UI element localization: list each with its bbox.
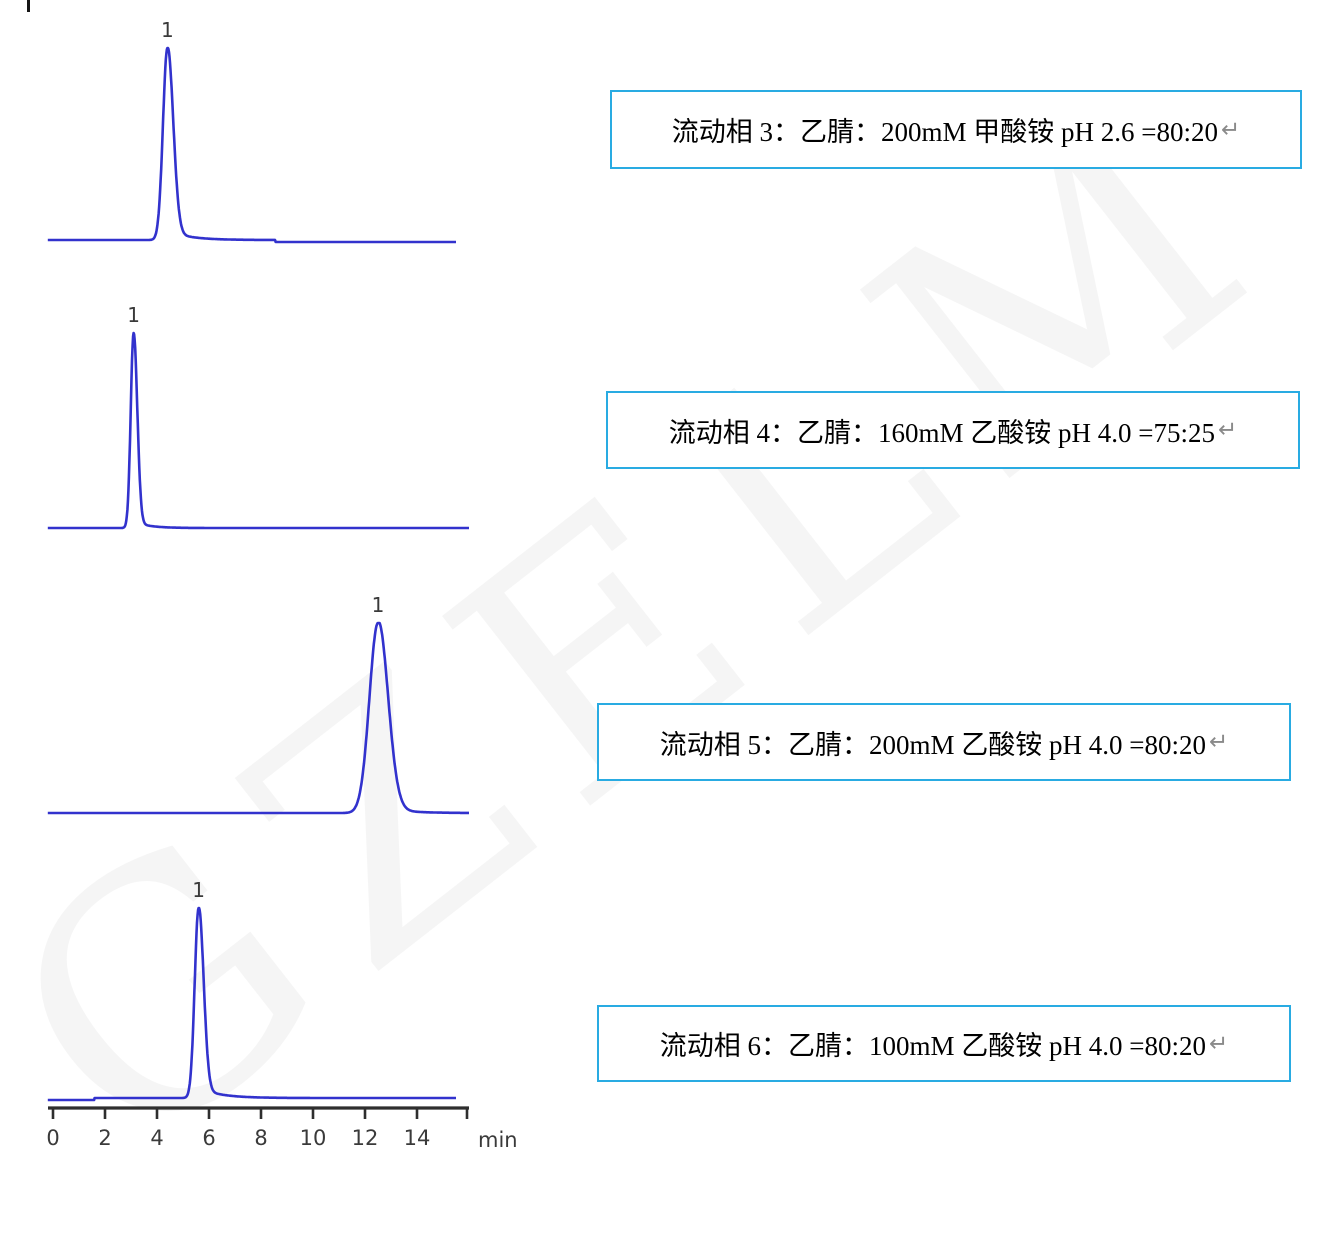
mobile-phase-label-6: 流动相 6：乙腈：100mM 乙酸铵 pH 4.0 =80:20 ↵ xyxy=(597,1005,1291,1082)
return-mark-icon: ↵ xyxy=(1208,729,1229,755)
peak-number-label: 1 xyxy=(192,878,205,902)
trace-line xyxy=(47,331,470,530)
peak-number-label: 1 xyxy=(372,593,385,617)
return-mark-icon: ↵ xyxy=(1208,1030,1229,1057)
trace-line xyxy=(47,621,470,815)
axis-tick-label: 10 xyxy=(300,1126,327,1150)
mobile-phase-text: 流动相 6：乙腈：100mM 乙酸铵 pH 4.0 =80:20 xyxy=(659,1031,1206,1061)
peak-number-label: 1 xyxy=(127,303,140,327)
axis-tick-label: 14 xyxy=(404,1126,431,1150)
axis-tick-label: 2 xyxy=(98,1126,111,1150)
axis-unit-label: min xyxy=(478,1128,518,1152)
peak-number-label: 1 xyxy=(161,18,174,42)
mobile-phase-text: 流动相 5：乙腈：200mM 乙酸铵 pH 4.0 =80:20 xyxy=(659,729,1206,760)
axis-tick-label: 8 xyxy=(254,1126,267,1150)
return-mark-icon: ↵ xyxy=(1217,417,1238,443)
mobile-phase-text: 流动相 4：乙腈：160mM 乙酸铵 pH 4.0 =75:25 xyxy=(668,417,1215,448)
mobile-phase-text: 流动相 3：乙腈：200mM 甲酸铵 pH 2.6 =80:20 xyxy=(671,117,1218,147)
trace-line xyxy=(47,46,457,244)
chromatogram-trace-1: 1 xyxy=(47,18,457,244)
mobile-phase-label-4: 流动相 4：乙腈：160mM 乙酸铵 pH 4.0 =75:25 ↵ xyxy=(606,391,1300,469)
chromatogram-trace-2: 1 xyxy=(47,303,470,530)
chromatogram-trace-3: 1 xyxy=(47,593,470,815)
trace-line xyxy=(47,906,457,1102)
axis-tick-label: 4 xyxy=(150,1126,163,1150)
time-axis: 0 2 4 6 8 10 12 14 min xyxy=(46,1106,518,1152)
text-cursor-artifact xyxy=(27,0,30,12)
mobile-phase-label-5: 流动相 5：乙腈：200mM 乙酸铵 pH 4.0 =80:20 ↵ xyxy=(597,703,1291,781)
axis-tick-label: 0 xyxy=(46,1126,59,1150)
mobile-phase-label-3: 流动相 3：乙腈：200mM 甲酸铵 pH 2.6 =80:20 ↵ xyxy=(610,90,1302,169)
axis-tick-label: 6 xyxy=(202,1126,215,1150)
axis-tick-label: 12 xyxy=(352,1126,379,1150)
chromatogram-trace-4: 1 xyxy=(47,878,457,1102)
return-mark-icon: ↵ xyxy=(1220,116,1241,143)
